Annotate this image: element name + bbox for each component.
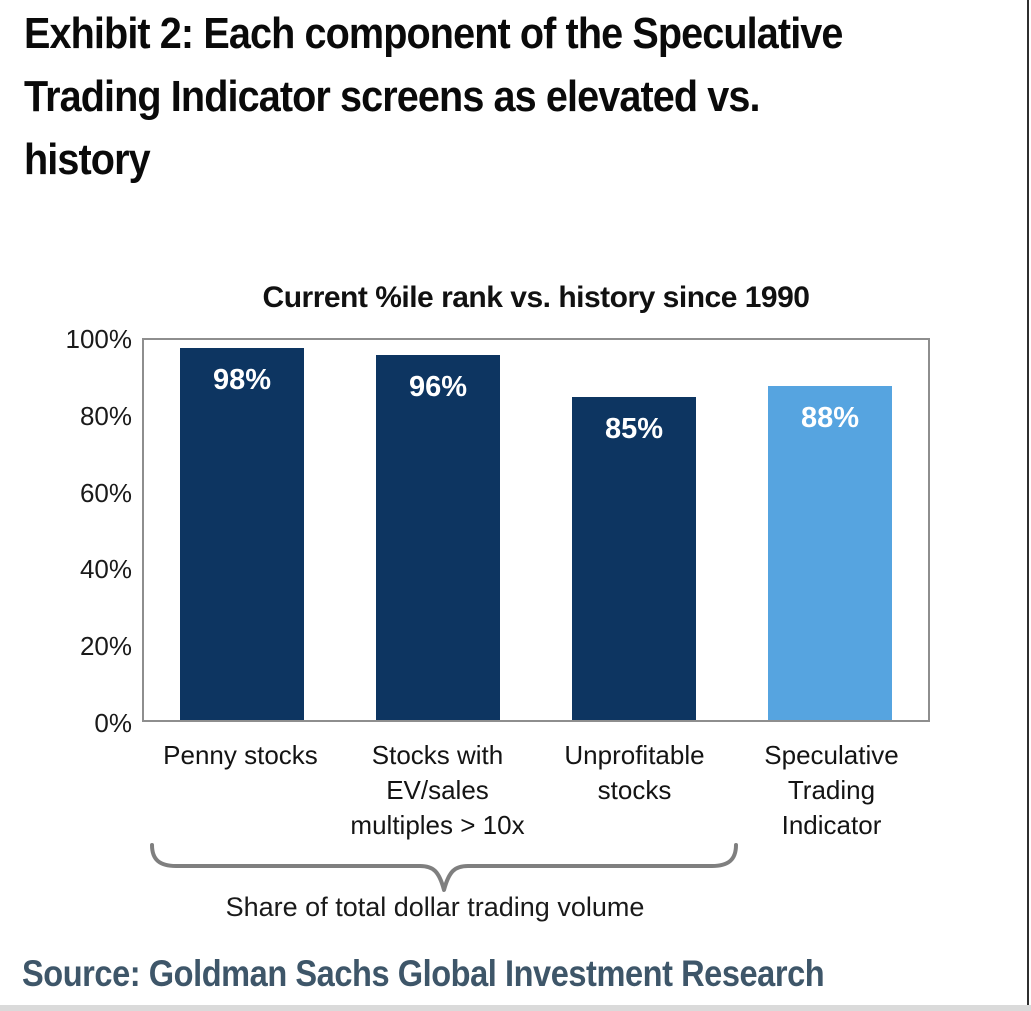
x-category-label: Penny stocks bbox=[163, 740, 318, 770]
bar-value-label: 88% bbox=[800, 401, 860, 434]
bar-value-label: 96% bbox=[408, 371, 468, 404]
page-bottom-border bbox=[0, 1005, 1031, 1011]
bar-value-label: 98% bbox=[212, 363, 272, 396]
y-tick-label: 100% bbox=[65, 324, 133, 354]
x-category-label: Speculative Trading Indicator bbox=[764, 740, 899, 840]
x-category-label: Unprofitable stocks bbox=[564, 740, 705, 805]
x-axis: Penny stocks Stocks with EV/sales multiples… bbox=[142, 738, 930, 848]
y-tick-label: 20% bbox=[79, 631, 132, 662]
y-tick-label: 60% bbox=[79, 477, 132, 508]
bar-4: 88% bbox=[767, 385, 893, 720]
exhibit-title-line-3: history bbox=[24, 135, 151, 184]
plot-area: 98% 96% 85% 88% bbox=[142, 338, 930, 722]
bar-value-label: 85% bbox=[604, 413, 664, 445]
exhibit-title-line-1: Exhibit 2: Each component of the Specula… bbox=[24, 9, 843, 58]
bar-3: 85% bbox=[571, 397, 697, 720]
share-volume-bracket bbox=[150, 843, 738, 892]
bracket-annotation: Share of total dollar trading volume bbox=[225, 892, 645, 922]
exhibit-title: Exhibit 2: Each component of the Specula… bbox=[24, 2, 843, 191]
bar-2: 96% bbox=[375, 355, 501, 720]
exhibit-title-line-2: Trading Indicator screens as elevated vs… bbox=[24, 72, 761, 121]
page-right-border bbox=[1027, 0, 1029, 1011]
y-tick-label: 80% bbox=[79, 400, 132, 431]
y-tick-label: 40% bbox=[79, 554, 132, 585]
source-credit: Source: Goldman Sachs Global Investment … bbox=[22, 953, 825, 994]
chart-title: Current %ile rank vs. history since 1990 bbox=[262, 281, 810, 314]
y-tick-label: 0% bbox=[94, 708, 132, 738]
bar-1: 98% bbox=[179, 347, 305, 720]
y-axis: 100% 80% 60% 40% 20% 0% bbox=[28, 324, 133, 738]
x-category-label: Stocks with EV/sales multiples > 10x bbox=[350, 740, 525, 840]
